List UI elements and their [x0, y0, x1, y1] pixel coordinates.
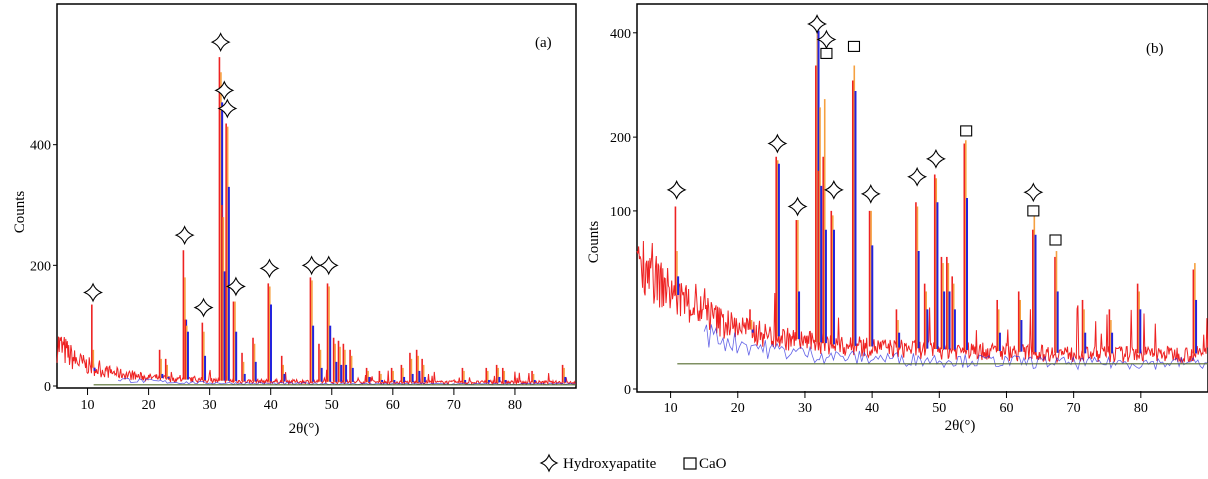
cao-legend-label: CaO [699, 456, 727, 472]
panel-b-y-tick-label-400: 400 [610, 27, 631, 42]
panel-b-y-axis-title: Counts [586, 221, 602, 264]
panel-b-hydroxyapatite-marker-icon [925, 148, 946, 169]
legend: Hydroxyapatite CaO [539, 453, 727, 473]
panel-a-hydroxyapatite-marker-icon [259, 258, 280, 279]
panel-b-x-tick-label-20: 20 [731, 401, 745, 416]
panel-b-cao-marker-icon [820, 47, 833, 59]
panel-a-x-tick-label-20: 20 [142, 398, 156, 413]
panel-b-x-tick-label-50: 50 [932, 401, 946, 416]
panel-b-hydroxyapatite-marker-icon [767, 133, 788, 154]
panel-a-y-tick-label-400: 400 [30, 139, 51, 154]
panel-b-hydroxyapatite-marker-icon [1023, 182, 1044, 203]
panel-a-hydroxyapatite-marker-icon [225, 276, 246, 297]
panel-b-frame [636, 3, 1208, 393]
panel-a-x-axis-title: 2θ(°) [289, 421, 320, 437]
cao-legend-icon [683, 457, 697, 470]
panel-b-x-tick-label-60: 60 [999, 401, 1013, 416]
panel-b-cao-marker-icon [847, 40, 861, 52]
panel-b-label: (b) [1146, 41, 1164, 57]
panel-b-hydroxyapatite-marker-icon [823, 179, 844, 200]
panel-a-hydroxyapatite-marker-icon [318, 255, 339, 276]
panel-a-x-tick-label-80: 80 [508, 398, 522, 413]
panel-b-hydroxyapatite-marker-icon [787, 196, 808, 217]
panel-b-hydroxyapatite-marker-icon [666, 179, 687, 200]
panel-b-y-tick-label-200: 200 [610, 131, 631, 146]
panel-a-x-tick-label-50: 50 [325, 398, 339, 413]
panel-a-x-tick-label-70: 70 [447, 398, 461, 413]
panel-a-x-tick-label-30: 30 [203, 398, 217, 413]
panel-a-x-tick-label-60: 60 [386, 398, 400, 413]
panel-b-x-tick-label-40: 40 [865, 401, 879, 416]
panel-a: (a) 2θ(°) Counts 10 20 30 40 50 60 70 80 0 200 400 [12, 3, 577, 437]
panel-b-background-trace [636, 240, 1208, 364]
panel-a-y-tick-label-0: 0 [44, 380, 51, 395]
panel-b-cao-marker-icon [1049, 234, 1062, 246]
panel-b-x-tick-label-80: 80 [1134, 401, 1148, 416]
panel-b-plot-area: 10 20 30 40 50 60 70 80 0 100 200 400 [610, 13, 1208, 416]
panel-b-hydroxyapatite-marker-icon [816, 29, 837, 50]
panel-a-hydroxyapatite-marker-icon [210, 32, 231, 53]
panel-b-hydroxyapatite-marker-icon [807, 13, 828, 35]
panel-b-x-tick-label-10: 10 [664, 401, 678, 416]
hydroxyapatite-legend-icon [539, 453, 559, 473]
panel-a-label: (a) [535, 35, 552, 51]
panel-b-y-tick-label-0: 0 [624, 383, 631, 398]
panel-b-hydroxyapatite-marker-icon [860, 183, 881, 204]
panel-b-x-tick-label-70: 70 [1067, 401, 1081, 416]
four-point-star-icon [539, 453, 559, 473]
panel-a-x-tick-label-40: 40 [264, 398, 278, 413]
panel-a-plot-area: 10 20 30 40 50 60 70 80 0 200 400 [30, 32, 577, 413]
panel-b-cao-marker-icon [960, 125, 973, 137]
panel-b-x-tick-label-30: 30 [798, 401, 812, 416]
panel-b: (b) 2θ(°) Counts 10 20 30 40 50 60 70 80 0 100 200… [586, 3, 1208, 434]
panel-a-hydroxyapatite-marker-icon [193, 297, 214, 318]
panel-a-background-trace-blue [117, 377, 576, 386]
panel-a-hydroxyapatite-marker-icon [174, 225, 195, 246]
panel-a-y-axis-title: Counts [12, 191, 28, 234]
panel-b-background-trace-blue [703, 324, 1208, 371]
panel-a-hydroxyapatite-marker-icon [214, 80, 235, 101]
panel-a-x-tick-label-10: 10 [81, 398, 95, 413]
panel-b-y-tick-label-100: 100 [610, 205, 631, 220]
panel-a-hydroxyapatite-marker-icon [83, 282, 104, 303]
panel-b-hydroxyapatite-marker-icon [907, 166, 928, 187]
hydroxyapatite-legend-label: Hydroxyapatite [563, 456, 657, 472]
panel-a-frame [56, 3, 577, 389]
panel-a-hydroxyapatite-marker-icon [301, 255, 322, 276]
panel-b-x-axis-title: 2θ(°) [945, 418, 976, 434]
panel-a-hydroxyapatite-marker-icon [217, 98, 238, 119]
panel-b-cao-marker-icon [1027, 205, 1040, 217]
panel-a-y-tick-label-200: 200 [30, 259, 51, 274]
